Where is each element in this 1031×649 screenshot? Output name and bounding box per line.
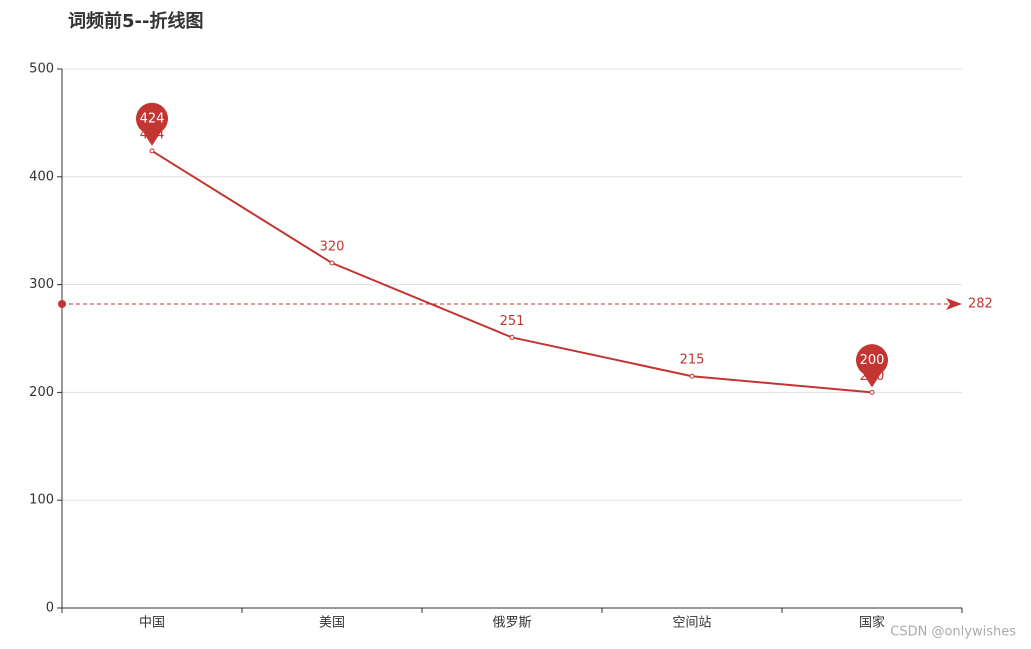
point (509, 334, 515, 340)
y-tick-label: 200 (29, 385, 54, 400)
watermark: CSDN @onlywishes (890, 625, 1016, 640)
chart-title: 词频前5--折线图 (68, 10, 203, 32)
data-label: 251 (500, 314, 525, 329)
data-label: 320 (320, 240, 345, 255)
point (149, 148, 155, 154)
mark-point (136, 102, 168, 146)
mark-point (856, 344, 888, 388)
mark-point-label: 424 (140, 111, 165, 126)
point (689, 373, 695, 379)
data-label: 215 (680, 353, 705, 368)
mark-line-start (58, 300, 66, 309)
y-tick-label: 0 (46, 601, 54, 616)
y-tick-label: 300 (29, 277, 54, 292)
x-tick-label: 空间站 (672, 616, 711, 631)
line (151, 150, 873, 394)
point (869, 389, 875, 395)
mark-point-label: 200 (860, 353, 885, 368)
x-tick-label: 中国 (139, 616, 165, 631)
mark-line-arrow (946, 298, 962, 311)
y-tick-label: 400 (29, 169, 54, 184)
mark-line-label: 282 (968, 297, 993, 312)
x-tick-label: 美国 (319, 616, 345, 631)
x-tick-label: 俄罗斯 (492, 616, 531, 631)
y-tick-label: 100 (29, 493, 54, 508)
point (329, 260, 335, 266)
y-tick-label: 500 (29, 62, 54, 77)
x-tick-label: 国家 (859, 615, 885, 631)
